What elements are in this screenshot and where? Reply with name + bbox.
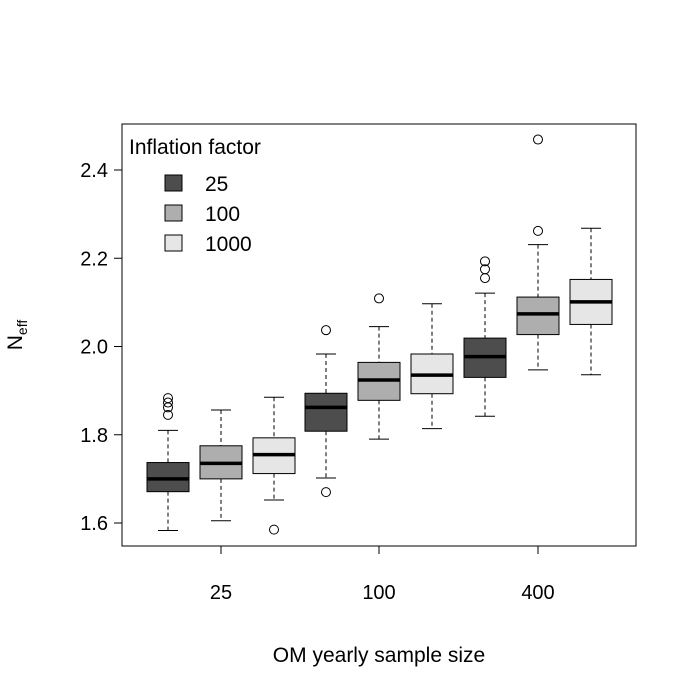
outlier-point <box>480 273 490 284</box>
outlier-point <box>321 325 331 336</box>
legend: Inflation factor 25 100 1000 <box>129 136 261 256</box>
y-tick-label: 2.0 <box>80 337 108 359</box>
x-tick-label: 100 <box>362 582 395 604</box>
x-tick-label: 25 <box>210 582 232 604</box>
y-tick-label: 1.6 <box>80 513 108 535</box>
outlier-point <box>374 293 384 304</box>
box <box>304 392 348 432</box>
outlier-point <box>480 264 490 275</box>
box <box>146 462 190 493</box>
x-tick-label: 400 <box>521 582 554 604</box>
legend-label: 1000 <box>205 233 252 256</box>
x-axis-title: OM yearly sample size <box>273 644 485 667</box>
legend-swatch <box>164 174 183 192</box>
box-group <box>569 227 613 376</box>
outlier-point <box>163 397 173 408</box>
y-tick-label: 2.2 <box>80 248 108 270</box>
box-group <box>252 396 296 535</box>
y-axis: 1.6 1.8 2.0 2.2 2.4 <box>80 160 123 535</box>
legend-swatch <box>164 234 183 252</box>
outlier-point <box>533 225 543 236</box>
box-group <box>410 303 454 430</box>
boxplot-boxes <box>146 134 613 535</box>
legend-title: Inflation factor <box>129 136 261 159</box>
box-group <box>516 134 560 371</box>
box-group <box>357 293 401 440</box>
y-axis-title-subscript: eff <box>14 320 30 335</box>
legend-label: 100 <box>205 203 240 226</box>
x-axis: 25 100 400 <box>210 545 555 604</box>
y-axis-title-main: N <box>4 335 27 350</box>
y-axis-title: Neff <box>4 320 30 351</box>
outlier-point <box>321 487 331 498</box>
outlier-point <box>480 256 490 267</box>
box-group <box>463 256 507 417</box>
y-tick-label: 2.4 <box>80 160 108 182</box>
outlier-point <box>163 409 173 420</box>
legend-label: 25 <box>205 173 228 196</box>
box-group <box>146 393 190 532</box>
box-group <box>304 325 348 498</box>
box-group <box>199 409 243 522</box>
outlier-point <box>269 524 279 535</box>
outlier-point <box>533 134 543 145</box>
box <box>516 296 560 336</box>
legend-swatch <box>164 204 183 222</box>
outlier-point <box>163 393 173 404</box>
y-tick-label: 1.8 <box>80 425 108 447</box>
plot-frame <box>121 123 637 547</box>
